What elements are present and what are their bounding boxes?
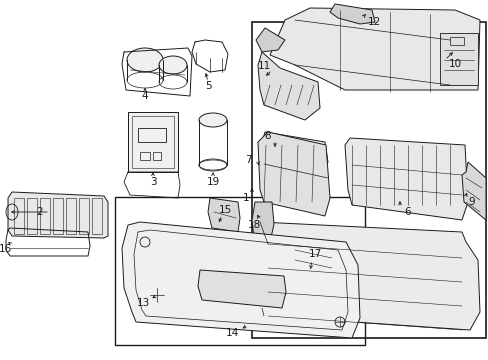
Bar	[14, 198, 24, 234]
Text: 7: 7	[244, 155, 251, 165]
Text: 5: 5	[204, 81, 211, 91]
Polygon shape	[258, 52, 319, 120]
Bar	[138, 128, 165, 142]
Bar	[66, 198, 76, 234]
Text: 16: 16	[0, 244, 12, 254]
Bar	[53, 198, 63, 234]
Bar	[439, 33, 477, 85]
Text: 2: 2	[37, 207, 43, 217]
Text: 14: 14	[225, 328, 238, 338]
Polygon shape	[461, 162, 485, 220]
Bar	[79, 198, 89, 234]
Text: 8: 8	[264, 131, 271, 141]
Text: 18: 18	[247, 220, 260, 230]
Text: 17: 17	[308, 249, 321, 259]
Polygon shape	[260, 132, 327, 178]
Polygon shape	[345, 138, 467, 220]
Polygon shape	[198, 270, 285, 308]
Bar	[40, 198, 50, 234]
Polygon shape	[256, 28, 285, 52]
Text: 11: 11	[257, 61, 270, 71]
Bar	[128, 112, 178, 172]
Polygon shape	[256, 222, 479, 330]
Bar	[251, 22, 485, 338]
Text: 10: 10	[447, 59, 461, 69]
Polygon shape	[251, 202, 273, 242]
Polygon shape	[269, 8, 479, 90]
Polygon shape	[289, 242, 335, 284]
Text: 15: 15	[218, 205, 231, 215]
Ellipse shape	[159, 56, 186, 74]
Polygon shape	[207, 198, 240, 232]
Bar	[27, 198, 37, 234]
Ellipse shape	[127, 48, 163, 72]
Polygon shape	[329, 4, 374, 24]
Text: 13: 13	[136, 298, 149, 308]
Polygon shape	[8, 192, 108, 238]
Bar	[132, 116, 174, 168]
Text: 4: 4	[142, 91, 148, 101]
Text: 12: 12	[366, 17, 380, 27]
Bar	[92, 198, 102, 234]
Ellipse shape	[199, 113, 226, 127]
Polygon shape	[258, 132, 329, 216]
Bar	[140, 152, 150, 160]
Bar	[449, 37, 463, 45]
Text: 3: 3	[149, 177, 156, 187]
Bar	[115, 197, 364, 345]
Bar	[153, 152, 161, 160]
Text: 9: 9	[468, 197, 474, 207]
Polygon shape	[122, 222, 359, 338]
Text: 6: 6	[404, 207, 410, 217]
Text: 19: 19	[206, 177, 219, 187]
Text: 1: 1	[242, 193, 249, 203]
